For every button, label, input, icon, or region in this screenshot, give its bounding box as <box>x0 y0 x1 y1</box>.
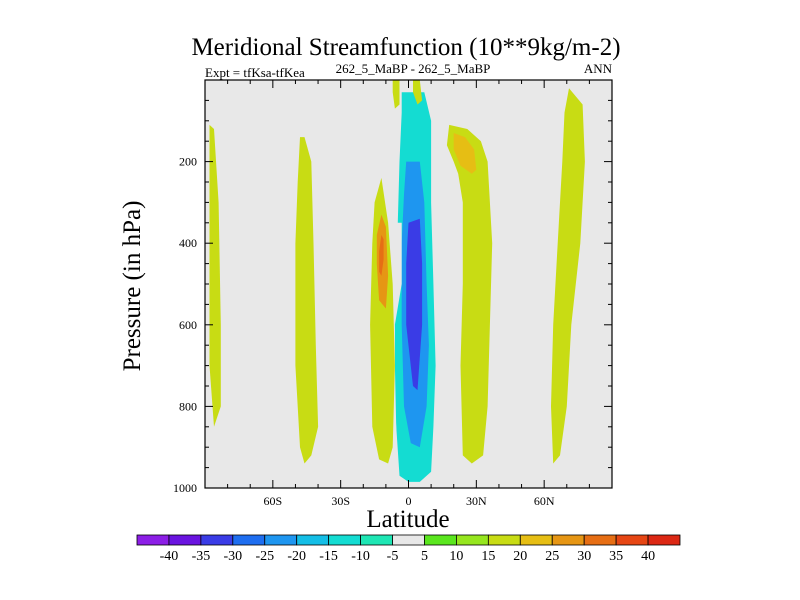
x-tick-label: 30S <box>331 494 350 508</box>
colorbar-swatch <box>647 534 681 546</box>
colorbar-labels: -40 -35 -30 -25 -20 -15 -10 -5 5 10 15 20 25 30 35 40 <box>160 549 656 564</box>
y-axis-label: Pressure (in hPa) <box>119 201 146 372</box>
contour-region-nh-green-hook <box>446 124 493 464</box>
x-tick-label: 0 <box>406 494 412 508</box>
colorbar-swatch <box>264 534 298 546</box>
contour-region-nh-cyan-lower <box>503 312 520 464</box>
contour-region-eq-core-max <box>406 218 423 391</box>
colorbar-label: 25 <box>545 549 559 564</box>
contour-region-sh-cyan-mid <box>349 165 357 199</box>
colorbar-label: 15 <box>481 549 495 564</box>
experiment-label: Expt = tfKsa-tfKea <box>205 65 305 80</box>
chart-title: Meridional Streamfunction (10**9kg/m-2) <box>191 34 620 61</box>
contour-region-sh-orange <box>379 235 384 276</box>
colorbar-label: 10 <box>449 549 463 564</box>
season-label: ANN <box>584 61 613 76</box>
axes: 60S 30S 0 30N 60N 200 400 600 800 1000 <box>173 79 613 508</box>
colorbar-swatch <box>551 534 585 546</box>
y-tick-label: 400 <box>179 236 197 250</box>
contour-region-eq-top-green-left <box>392 80 400 109</box>
colorbar-label: -5 <box>387 549 399 564</box>
colorbar-swatch <box>296 534 330 546</box>
colorbar-label: 20 <box>513 549 527 564</box>
colorbar-swatch <box>136 534 170 546</box>
contour-region-sh-green-mid <box>370 177 395 464</box>
colorbar-label: -15 <box>319 549 338 564</box>
contour-region-nh-yellow <box>453 133 477 174</box>
colorbar-swatch <box>615 534 649 546</box>
colorbar-swatch <box>487 534 521 546</box>
colorbar-label: 35 <box>609 549 623 564</box>
contour-region-eq-top-green-right <box>413 80 423 105</box>
y-tick-label: 200 <box>179 155 197 169</box>
x-axis-label: Latitude <box>366 506 449 533</box>
contour-region-sh-green-wide-far <box>209 124 221 427</box>
colorbar-label: 30 <box>577 549 591 564</box>
colorbar-swatch <box>200 534 234 546</box>
y-tick-label: 1000 <box>173 481 197 495</box>
colorbar-swatch <box>392 534 425 546</box>
colorbar-label: -30 <box>223 549 242 564</box>
x-tick-label: 30N <box>466 494 487 508</box>
contour-region-sh-cyan-top <box>370 137 382 156</box>
colorbar-label: -40 <box>160 549 179 564</box>
colorbar-label: 5 <box>421 549 428 564</box>
contour-region-nh-green-far <box>551 88 585 464</box>
colorbar-swatch <box>456 534 489 546</box>
colorbar-swatch <box>328 534 361 546</box>
colorbar-swatch <box>360 534 393 546</box>
colorbar-label: -20 <box>287 549 306 564</box>
colorbar-label: -25 <box>255 549 274 564</box>
x-tick-label: 60S <box>263 494 282 508</box>
colorbar <box>136 534 681 546</box>
colorbar-label: -10 <box>351 549 370 564</box>
y-tick-label: 800 <box>179 399 197 413</box>
colorbar-swatch <box>583 534 617 546</box>
colorbar-label: 40 <box>641 549 655 564</box>
colorbar-swatch <box>424 534 457 546</box>
colorbar-swatch <box>168 534 202 546</box>
colorbar-swatch <box>232 534 266 546</box>
contour-fills <box>209 80 585 482</box>
colorbar-swatch <box>519 534 553 546</box>
period-label: 262_5_MaBP - 262_5_MaBP <box>336 61 491 76</box>
contour-region-nh-cyan-far <box>521 190 542 309</box>
contour-region-sh-green-stripe <box>295 137 319 464</box>
x-tick-label: 60N <box>534 494 555 508</box>
colorbar-label: -35 <box>192 549 211 564</box>
contour-region-sh-cyan-tiny <box>263 210 271 244</box>
y-tick-label: 600 <box>179 318 197 332</box>
